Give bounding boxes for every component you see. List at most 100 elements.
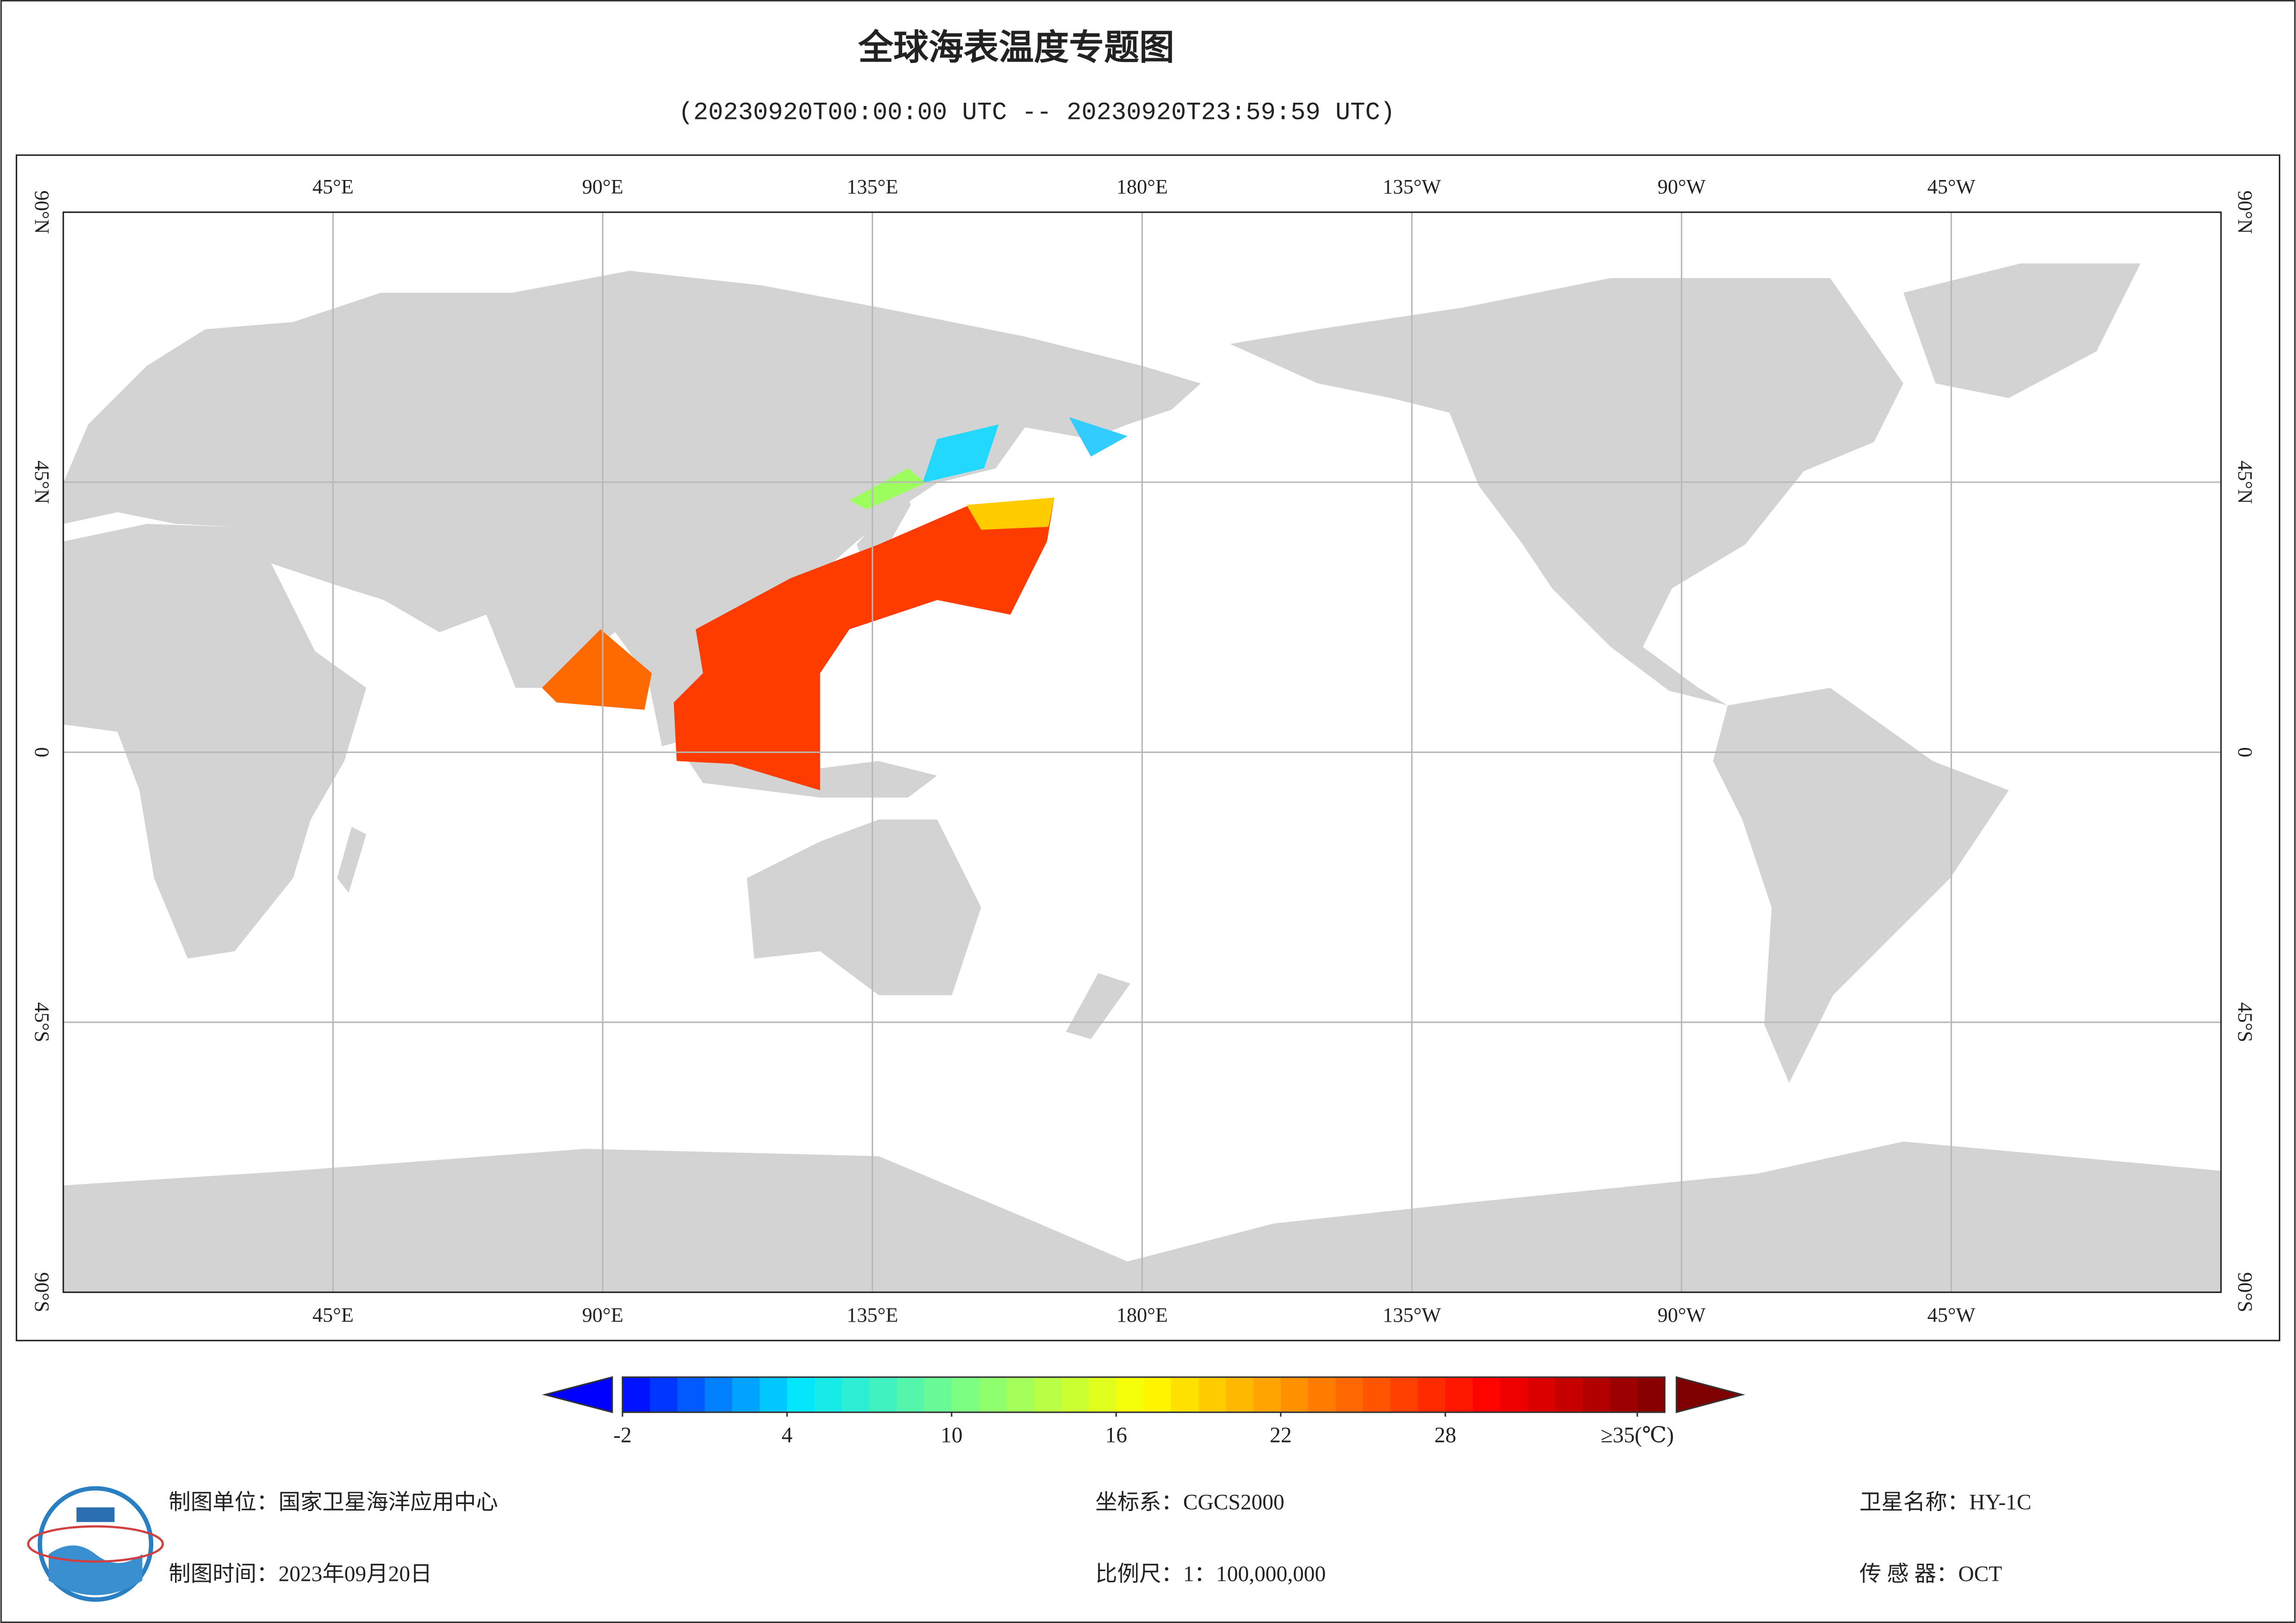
title: 全球海表温度专题图 — [858, 27, 1174, 68]
colorbar-cell — [1363, 1377, 1391, 1412]
map-frame — [15, 154, 2281, 1342]
colorbar-cell — [1308, 1377, 1336, 1412]
footer-scale: 比例尺：1：100,000,000 — [1095, 1562, 1326, 1586]
eurasia — [63, 271, 1201, 746]
logo — [27, 1486, 164, 1602]
sst-swath-north — [966, 497, 1054, 530]
colorbar-cell — [1582, 1377, 1611, 1412]
colorbar-cell — [1335, 1377, 1364, 1412]
lon-label-top: 90°W — [1658, 175, 1706, 198]
colorbar-cell — [1555, 1377, 1583, 1412]
colorbar-cell — [705, 1377, 733, 1412]
colorbar-tick-label: 16 — [1105, 1423, 1127, 1447]
colorbar-cell — [1637, 1377, 1666, 1412]
lat-label-right: 45°S — [2234, 1002, 2256, 1043]
madagascar — [337, 827, 367, 893]
colorbar-cell — [622, 1377, 651, 1412]
colorbar-cell — [759, 1377, 788, 1412]
north-america — [1230, 278, 1903, 706]
lon-label-bottom: 45°E — [312, 1304, 354, 1326]
colorbar-border — [622, 1376, 1666, 1413]
colorbar-cell — [924, 1377, 953, 1412]
map — [63, 211, 2221, 1293]
lon-label-top: 180°E — [1117, 175, 1168, 198]
colorbar-tick-label: 28 — [1435, 1423, 1456, 1447]
colorbar-cell — [869, 1377, 898, 1412]
footer-satellite: 卫星名称：HY-1C — [1859, 1491, 2031, 1515]
colorbar-cell — [1610, 1377, 1638, 1412]
colorbar-cell — [814, 1377, 843, 1412]
subtitle: (20230920T00:00:00 UTC -- 20230920T23:59… — [679, 99, 1395, 127]
colorbar-tick-label: 10 — [941, 1423, 962, 1447]
colorbar-cell — [951, 1377, 980, 1412]
lon-label-top: 135°W — [1383, 175, 1441, 198]
lon-label-top: 135°E — [847, 175, 898, 198]
footer-sensor: 传 感 器：OCT — [1859, 1562, 2002, 1586]
lon-label-bottom: 180°E — [1117, 1304, 1168, 1326]
colorbar-cell — [1390, 1377, 1419, 1412]
logo-satellite — [76, 1507, 115, 1522]
lat-label-left: 45°S — [31, 1002, 53, 1043]
lat-label-left: 90°S — [31, 1272, 53, 1312]
colorbar-cell — [732, 1377, 761, 1412]
colorbar-cell — [1418, 1377, 1446, 1412]
lon-label-top: 45°E — [312, 175, 354, 198]
lon-label-bottom: 45°W — [1927, 1304, 1975, 1326]
lon-label-top: 45°W — [1927, 175, 1975, 198]
sst-swath-pacific — [674, 497, 1054, 790]
footer-unit: 制图单位：国家卫星海洋应用中心 — [168, 1491, 498, 1515]
south-america — [1713, 688, 2009, 1083]
colorbar-cell — [1253, 1377, 1282, 1412]
colorbar-cell — [979, 1377, 1007, 1412]
lat-label-right: 90°S — [2234, 1272, 2256, 1312]
colorbar-cell — [1061, 1377, 1090, 1412]
footer-date: 制图时间：2023年09月20日 — [168, 1562, 432, 1586]
colorbar-cell — [1500, 1377, 1529, 1412]
greenland — [1903, 263, 2141, 398]
lat-label-left: 0 — [31, 747, 53, 757]
colorbar-arrow-high — [1676, 1376, 1746, 1413]
africa — [63, 524, 367, 959]
lat-label-right: 45°N — [2234, 460, 2256, 504]
colorbar-tick-label: 22 — [1270, 1423, 1292, 1447]
colorbar-cell — [1472, 1377, 1501, 1412]
colorbar-cell — [1034, 1377, 1062, 1412]
colorbar-arrow-low — [542, 1376, 613, 1413]
colorbar-cell — [1445, 1377, 1473, 1412]
colorbar-cell — [1226, 1377, 1254, 1412]
lat-label-left: 45°N — [31, 460, 53, 504]
lon-label-bottom: 135°E — [847, 1304, 898, 1326]
colorbar-cell — [1280, 1377, 1309, 1412]
lon-label-bottom: 90°W — [1658, 1304, 1706, 1326]
lat-label-left: 90°N — [31, 191, 53, 234]
sst-swath-cyan — [923, 424, 999, 483]
sst-swath-green — [849, 468, 926, 510]
colorbar-cell — [1089, 1377, 1117, 1412]
colorbar-tick-label: 4 — [781, 1423, 792, 1447]
sst-swath-indian — [542, 629, 652, 710]
logo-orbit — [27, 1525, 164, 1563]
map-border — [62, 211, 2222, 1293]
colorbar-cell — [842, 1377, 870, 1412]
colorbar-tick-label: ≥35(℃) — [1601, 1423, 1674, 1447]
footer-crs: 坐标系：CGCS2000 — [1095, 1491, 1284, 1515]
logo-wave — [49, 1545, 143, 1595]
colorbar-cell — [1006, 1377, 1035, 1412]
colorbar-tick-label: -2 — [613, 1423, 632, 1447]
colorbar-cell — [649, 1377, 678, 1412]
colorbar-cell — [1116, 1377, 1144, 1412]
colorbar-cell — [897, 1377, 925, 1412]
lat-label-right: 90°N — [2234, 191, 2256, 234]
lat-label-right: 0 — [2234, 747, 2256, 757]
sst-swath-cyan-2 — [1069, 417, 1128, 457]
lon-label-bottom: 90°E — [582, 1304, 624, 1326]
lon-label-bottom: 135°W — [1383, 1304, 1441, 1326]
colorbar-cell — [1171, 1377, 1199, 1412]
colorbar-cell — [787, 1377, 815, 1412]
colorbar-cell — [1198, 1377, 1227, 1412]
colorbar-cell — [1528, 1377, 1556, 1412]
lon-label-top: 90°E — [582, 175, 624, 198]
australia — [747, 819, 981, 995]
colorbar-cell — [677, 1377, 705, 1412]
